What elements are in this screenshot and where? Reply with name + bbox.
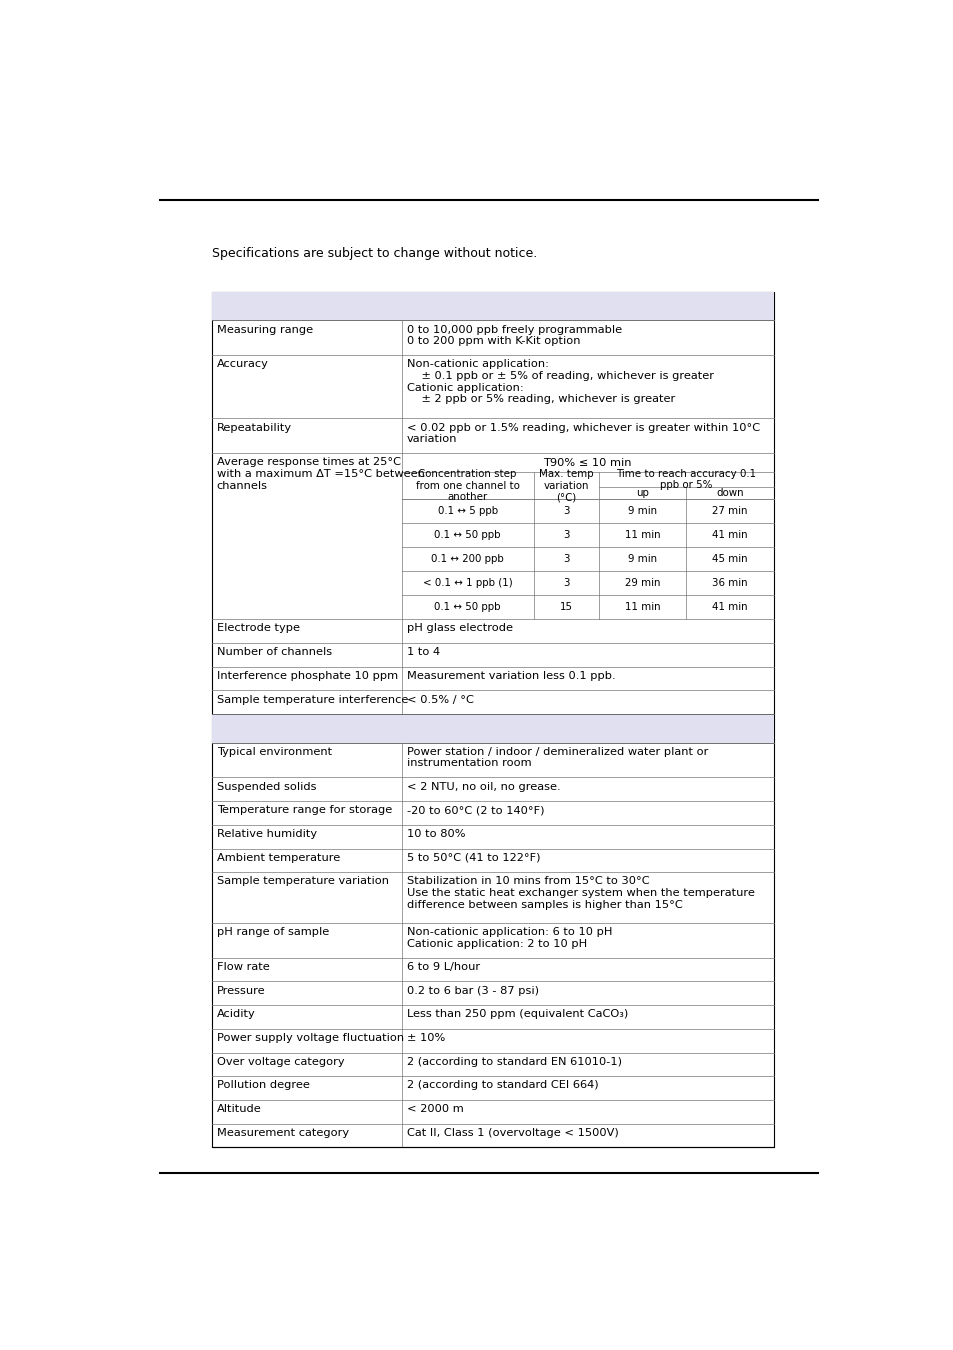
Text: Measurement variation less 0.1 ppb.: Measurement variation less 0.1 ppb. <box>406 671 615 680</box>
Text: -20 to 60°C (2 to 140°F): -20 to 60°C (2 to 140°F) <box>406 806 544 815</box>
Text: T90% ≤ 10 min: T90% ≤ 10 min <box>543 458 631 467</box>
Text: 0.1 ↔ 50 ppb: 0.1 ↔ 50 ppb <box>434 531 500 540</box>
Text: 1 to 4: 1 to 4 <box>406 647 439 657</box>
Text: Altitude: Altitude <box>216 1104 261 1114</box>
Text: pH range of sample: pH range of sample <box>216 927 329 937</box>
Text: Repeatability: Repeatability <box>216 423 292 432</box>
Text: ± 10%: ± 10% <box>406 1033 444 1044</box>
Text: Max. temp
variation
(°C): Max. temp variation (°C) <box>538 468 593 502</box>
Text: Time to reach accuracy 0.1
ppb or 5%: Time to reach accuracy 0.1 ppb or 5% <box>616 468 756 490</box>
Text: Non-cationic application: 6 to 10 pH
Cationic application: 2 to 10 pH: Non-cationic application: 6 to 10 pH Cat… <box>406 927 612 949</box>
Text: 36 min: 36 min <box>711 578 747 589</box>
Text: Specifications are subject to change without notice.: Specifications are subject to change wit… <box>212 247 537 261</box>
Text: < 0.5% / °C: < 0.5% / °C <box>406 695 473 705</box>
Text: Relative humidity: Relative humidity <box>216 829 316 838</box>
Bar <box>212 292 773 320</box>
Text: Measurement category: Measurement category <box>216 1127 349 1138</box>
Text: Typical environment: Typical environment <box>216 747 332 757</box>
Text: Acidity: Acidity <box>216 1010 255 1019</box>
Text: 15: 15 <box>559 602 572 613</box>
Text: Over voltage category: Over voltage category <box>216 1057 344 1066</box>
Text: 2 (according to standard EN 61010-1): 2 (according to standard EN 61010-1) <box>406 1057 621 1066</box>
Text: Number of channels: Number of channels <box>216 647 332 657</box>
Text: 10 to 80%: 10 to 80% <box>406 829 465 838</box>
Text: Power station / indoor / demineralized water plant or
instrumentation room: Power station / indoor / demineralized w… <box>406 747 707 768</box>
Text: 6 to 9 L/hour: 6 to 9 L/hour <box>406 961 479 972</box>
Text: 9 min: 9 min <box>627 506 657 516</box>
Text: < 2000 m: < 2000 m <box>406 1104 463 1114</box>
Text: Non-cationic application:
    ± 0.1 ppb or ± 5% of reading, whichever is greater: Non-cationic application: ± 0.1 ppb or ±… <box>406 359 713 404</box>
Text: Concentration step
from one channel to
another: Concentration step from one channel to a… <box>416 468 519 502</box>
Text: Measuring range: Measuring range <box>216 324 313 335</box>
Text: Less than 250 ppm (equivalent CaCO₃): Less than 250 ppm (equivalent CaCO₃) <box>406 1010 627 1019</box>
Text: < 0.1 ↔ 1 ppb (1): < 0.1 ↔ 1 ppb (1) <box>422 578 512 589</box>
Text: 3: 3 <box>562 555 569 564</box>
Text: Sample temperature variation: Sample temperature variation <box>216 876 389 887</box>
Text: Pollution degree: Pollution degree <box>216 1080 310 1091</box>
Text: 5 to 50°C (41 to 122°F): 5 to 50°C (41 to 122°F) <box>406 853 539 863</box>
Text: Average response times at 25°C
with a maximum ΔT =15°C between
channels: Average response times at 25°C with a ma… <box>216 458 424 490</box>
Text: Electrode type: Electrode type <box>216 624 299 633</box>
Text: 27 min: 27 min <box>711 506 747 516</box>
Text: Accuracy: Accuracy <box>216 359 269 370</box>
Bar <box>212 292 773 1148</box>
Text: 0.1 ↔ 5 ppb: 0.1 ↔ 5 ppb <box>437 506 497 516</box>
Text: Interference phosphate 10 ppm: Interference phosphate 10 ppm <box>216 671 397 680</box>
Text: 29 min: 29 min <box>624 578 659 589</box>
Text: 0.1 ↔ 50 ppb: 0.1 ↔ 50 ppb <box>434 602 500 613</box>
Text: 41 min: 41 min <box>711 531 747 540</box>
Text: 9 min: 9 min <box>627 555 657 564</box>
Text: 0 to 10,000 ppb freely programmable
0 to 200 ppm with K-Kit option: 0 to 10,000 ppb freely programmable 0 to… <box>406 324 621 346</box>
Text: 0.1 ↔ 200 ppb: 0.1 ↔ 200 ppb <box>431 555 503 564</box>
Text: Cat II, Class 1 (overvoltage < 1500V): Cat II, Class 1 (overvoltage < 1500V) <box>406 1127 618 1138</box>
Text: 11 min: 11 min <box>624 531 659 540</box>
Text: < 0.02 ppb or 1.5% reading, whichever is greater within 10°C
variation: < 0.02 ppb or 1.5% reading, whichever is… <box>406 423 760 444</box>
Text: down: down <box>716 487 743 498</box>
Text: up: up <box>636 487 648 498</box>
Text: Power supply voltage fluctuation: Power supply voltage fluctuation <box>216 1033 403 1044</box>
Text: 3: 3 <box>562 506 569 516</box>
Text: Stabilization in 10 mins from 15°C to 30°C
Use the static heat exchanger system : Stabilization in 10 mins from 15°C to 30… <box>406 876 754 910</box>
Text: 45 min: 45 min <box>711 555 747 564</box>
Text: Flow rate: Flow rate <box>216 961 270 972</box>
Text: Ambient temperature: Ambient temperature <box>216 853 339 863</box>
Text: Suspended solids: Suspended solids <box>216 782 316 791</box>
Text: 2 (according to standard CEI 664): 2 (according to standard CEI 664) <box>406 1080 598 1091</box>
Text: 3: 3 <box>562 531 569 540</box>
Bar <box>212 714 773 743</box>
Text: 0.2 to 6 bar (3 - 87 psi): 0.2 to 6 bar (3 - 87 psi) <box>406 986 538 995</box>
Text: Sample temperature interference: Sample temperature interference <box>216 695 408 705</box>
Text: pH glass electrode: pH glass electrode <box>406 624 512 633</box>
Text: 3: 3 <box>562 578 569 589</box>
Text: Pressure: Pressure <box>216 986 265 995</box>
Text: Temperature range for storage: Temperature range for storage <box>216 806 392 815</box>
Text: < 2 NTU, no oil, no grease.: < 2 NTU, no oil, no grease. <box>406 782 559 791</box>
Text: 41 min: 41 min <box>711 602 747 613</box>
Text: 11 min: 11 min <box>624 602 659 613</box>
